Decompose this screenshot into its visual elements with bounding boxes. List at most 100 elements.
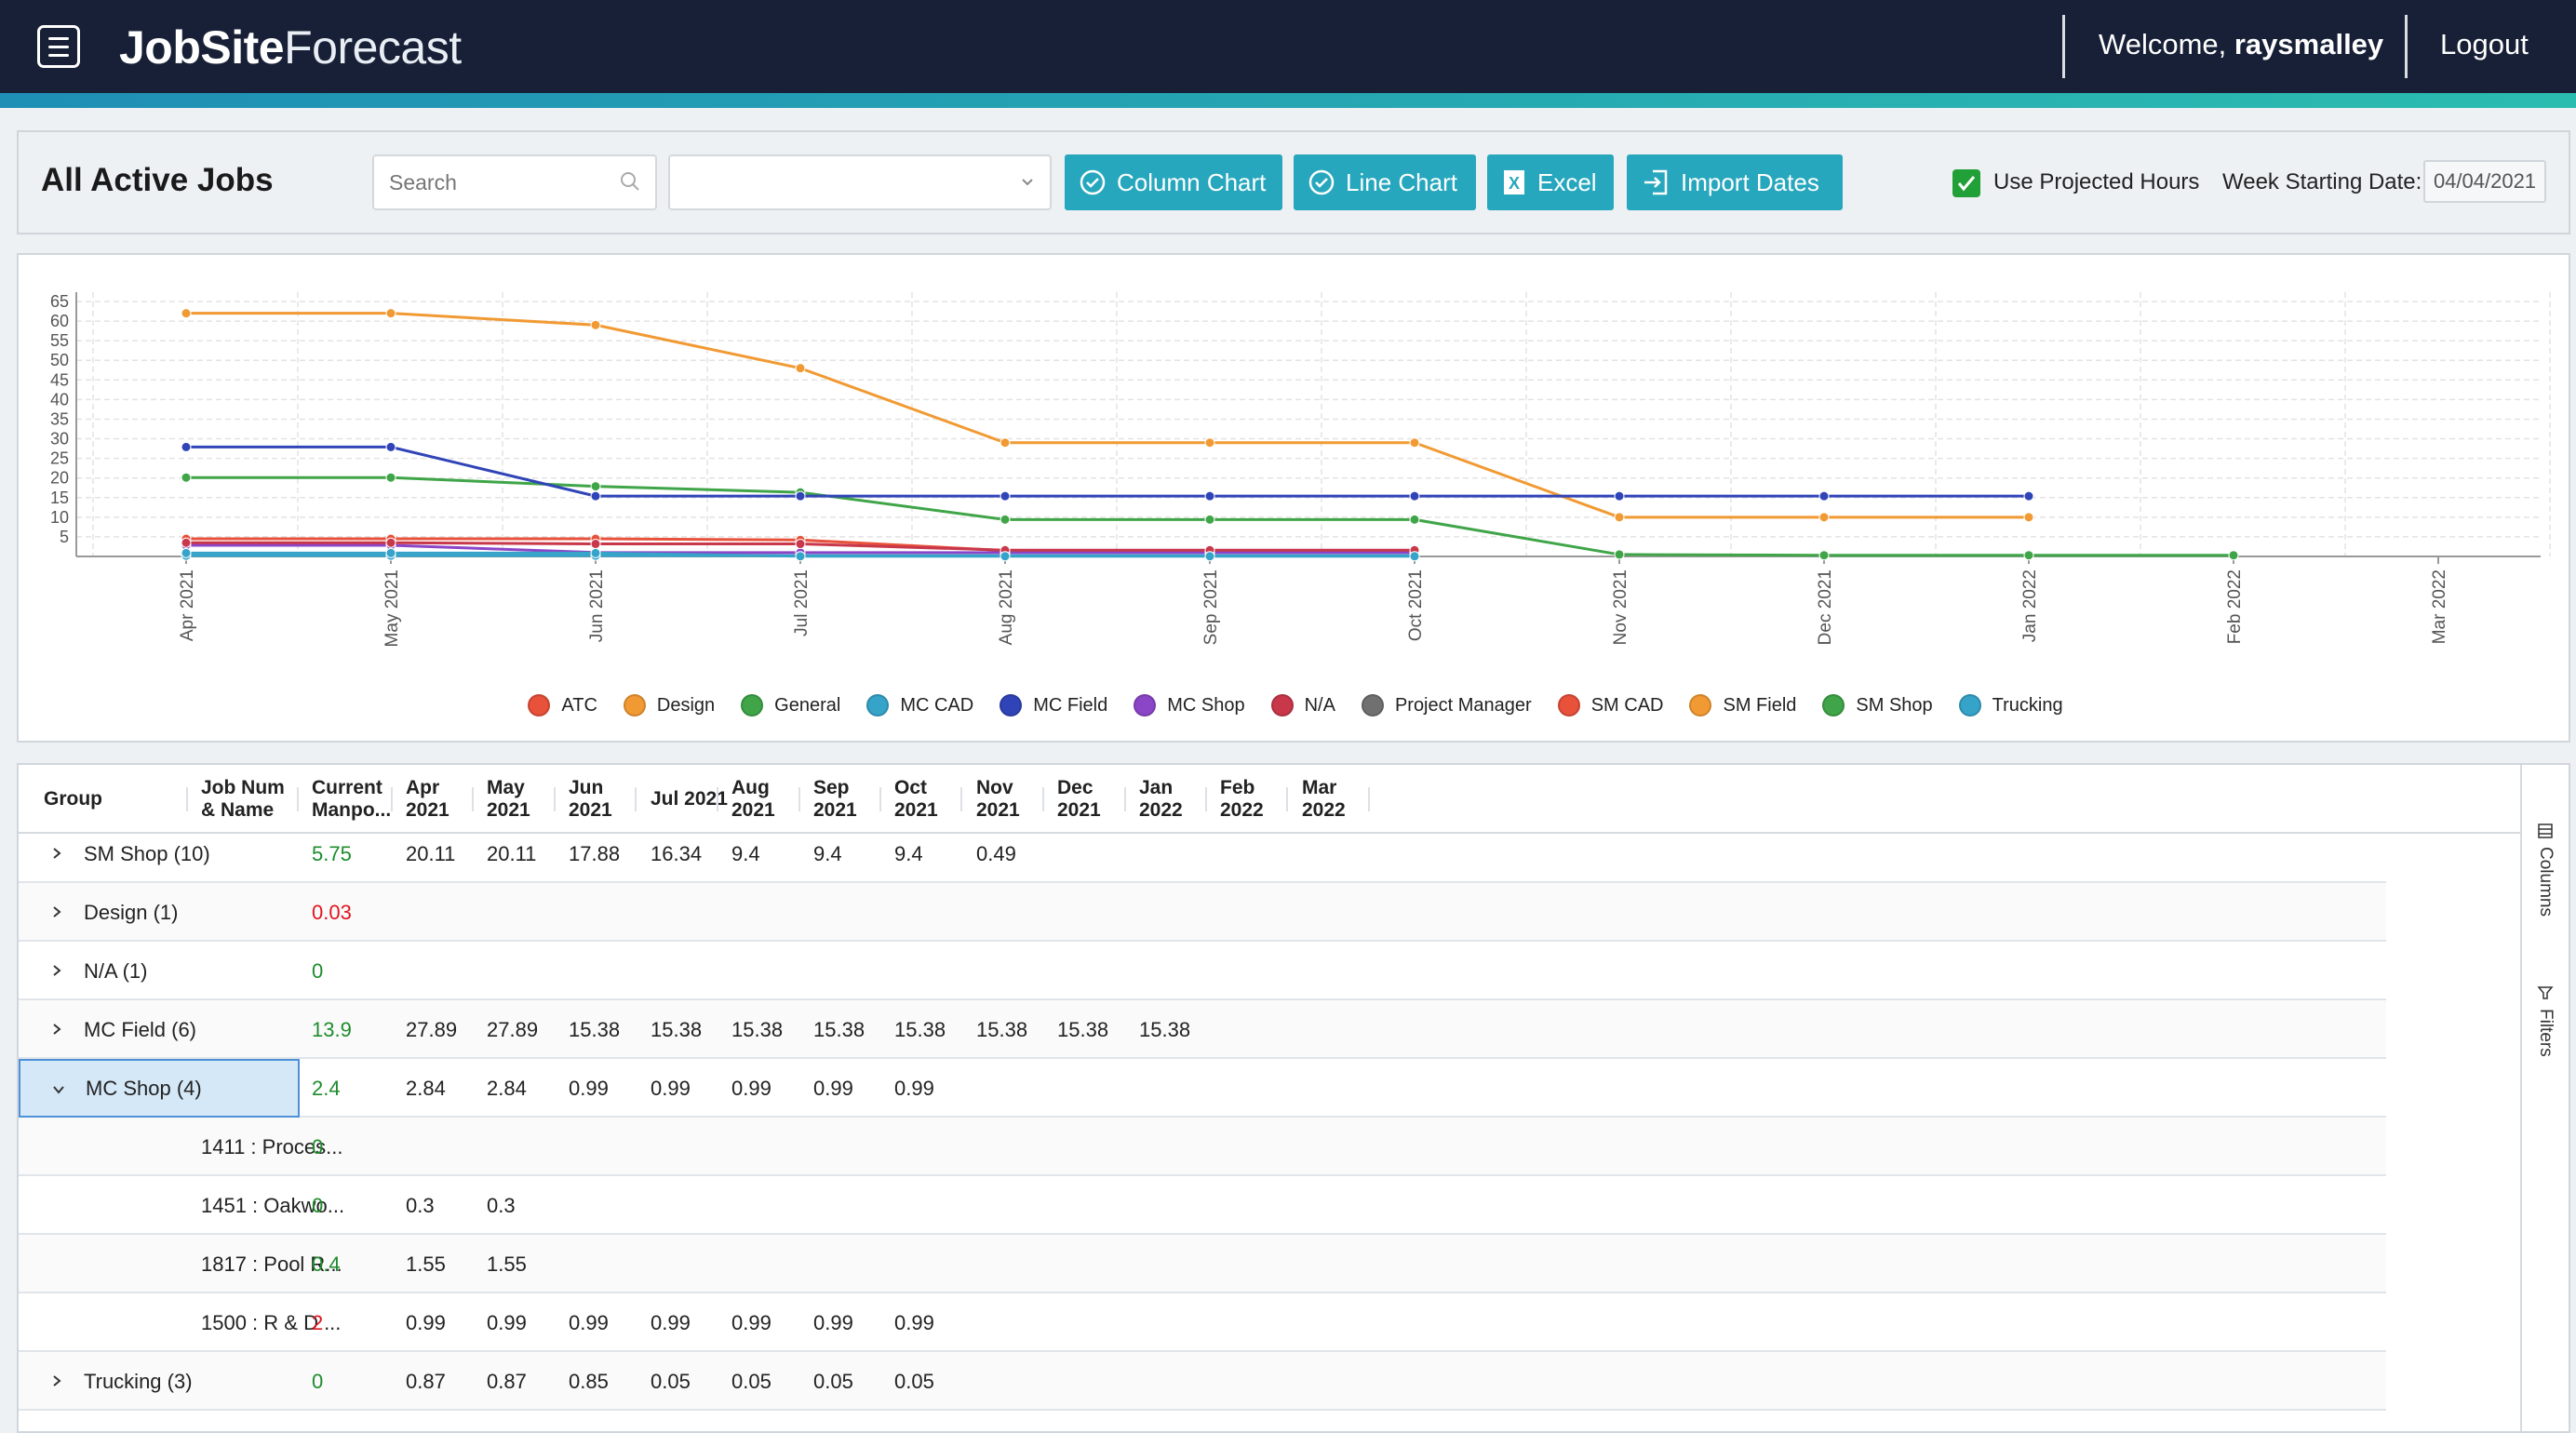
month-value-cell: 0.3 <box>406 1193 435 1217</box>
legend-item[interactable]: SM CAD <box>1557 694 1663 716</box>
chevron-down-icon <box>1022 179 1033 186</box>
column-separator[interactable] <box>1124 787 1126 811</box>
column-separator[interactable] <box>960 787 962 811</box>
legend-item[interactable]: N/A <box>1270 694 1335 716</box>
month-value-cell: 15.38 <box>1057 1017 1109 1041</box>
column-separator[interactable] <box>1205 787 1207 811</box>
search-input[interactable] <box>372 154 657 210</box>
month-value-cell: 17.88 <box>569 841 621 865</box>
group-cell[interactable]: SM Shop (10) <box>19 824 300 883</box>
legend-item[interactable]: Trucking <box>1958 694 2063 716</box>
search-icon <box>621 172 639 191</box>
group-cell[interactable]: N/A (1) <box>19 942 300 1000</box>
column-separator[interactable] <box>635 787 637 811</box>
job-row[interactable]: 1500 : R & D ... 2 0.99 0.99 0.99 0.99 0.99 0.9… <box>19 1293 2386 1352</box>
job-filter-select[interactable] <box>668 154 1052 210</box>
chevron-right-icon[interactable] <box>50 905 63 918</box>
legend-item[interactable]: Project Manager <box>1361 694 1532 716</box>
use-projected-hours-checkbox[interactable] <box>1952 169 1980 197</box>
legend-item[interactable]: SM Field <box>1689 694 1796 716</box>
column-separator[interactable] <box>186 787 188 811</box>
chevron-right-icon[interactable] <box>50 964 63 977</box>
legend-item[interactable]: General <box>741 694 840 716</box>
column-header[interactable]: Group <box>44 788 102 810</box>
column-separator[interactable] <box>554 787 556 811</box>
column-header[interactable]: Dec 2021 <box>1057 777 1101 821</box>
import-dates-button[interactable]: Import Dates <box>1627 154 1843 210</box>
month-value-cell: 20.11 <box>406 841 456 865</box>
week-starting-date-input[interactable]: 04/04/2021 <box>2423 160 2546 203</box>
legend-item[interactable]: MC CAD <box>866 694 973 716</box>
month-value-cell: 15.38 <box>731 1017 784 1041</box>
legend-item[interactable]: ATC <box>528 694 597 716</box>
column-header[interactable]: Mar 2022 <box>1302 777 1346 821</box>
month-value-cell: 15.38 <box>813 1017 865 1041</box>
chevron-right-icon[interactable] <box>50 847 63 860</box>
group-cell[interactable]: MC Shop (4) <box>19 1059 300 1118</box>
column-header[interactable]: Feb 2022 <box>1220 777 1264 821</box>
column-header[interactable]: Current Manpo... <box>312 777 392 821</box>
column-header[interactable]: Job Num & Name <box>201 777 285 821</box>
chevron-right-icon[interactable] <box>50 1023 63 1036</box>
group-row[interactable]: SM Shop (10) 5.75 20.11 20.11 17.88 16.34 9.4 9… <box>19 824 2386 883</box>
group-cell[interactable]: MC Field (6) <box>19 1000 300 1059</box>
column-separator[interactable] <box>879 787 881 811</box>
divider <box>2062 15 2065 78</box>
x-tick-label: Jan 2022 <box>2020 569 2040 642</box>
column-separator[interactable] <box>1286 787 1288 811</box>
x-tick-label: May 2021 <box>382 569 402 647</box>
current-manpower-cell: 0.03 <box>312 900 352 924</box>
column-separator[interactable] <box>1368 787 1370 811</box>
welcome-text: Welcome, raysmalley <box>2099 28 2384 60</box>
job-row[interactable]: 1411 : Proces... 0 <box>19 1118 2386 1176</box>
job-row[interactable]: 1817 : Pool R... 0.4 1.55 1.55 <box>19 1235 2386 1293</box>
month-value-cell: 15.38 <box>976 1017 1028 1041</box>
legend-swatch <box>528 694 551 716</box>
legend-item[interactable]: SM Shop <box>1822 694 1933 716</box>
column-separator[interactable] <box>1042 787 1044 811</box>
column-separator[interactable] <box>717 787 718 811</box>
column-header[interactable]: Jan 2022 <box>1139 777 1183 821</box>
month-value-cell: 0.87 <box>406 1369 446 1393</box>
column-header[interactable]: Oct 2021 <box>894 777 938 821</box>
menu-icon[interactable] <box>37 25 80 68</box>
current-manpower-cell: 0 <box>312 1193 324 1217</box>
y-tick-label: 55 <box>50 331 69 350</box>
columns-tab[interactable]: Columns <box>2535 823 2556 917</box>
group-cell[interactable]: Trucking (3) <box>19 1352 300 1411</box>
column-separator[interactable] <box>297 787 299 811</box>
logout-link[interactable]: Logout <box>2440 28 2529 60</box>
column-header[interactable]: Jun 2021 <box>569 777 612 821</box>
data-point <box>2023 490 2034 502</box>
group-row[interactable]: MC Shop (4) 2.4 2.84 2.84 0.99 0.99 0.99 0.99 0.… <box>19 1059 2386 1118</box>
filters-tab[interactable]: Filters <box>2535 984 2556 1057</box>
column-separator[interactable] <box>472 787 474 811</box>
column-chart-button[interactable]: Column Chart <box>1065 154 1282 210</box>
job-row[interactable]: 1451 : Oakwo... 0 0.3 0.3 <box>19 1176 2386 1235</box>
column-header[interactable]: May 2021 <box>487 777 530 821</box>
column-separator[interactable] <box>798 787 800 811</box>
column-header[interactable]: Jul 2021 <box>651 788 728 810</box>
grid-header: Group Job Num & Name Current Manpo... Apr 2… <box>19 765 2524 834</box>
group-cell[interactable]: Design (1) <box>19 883 300 942</box>
column-header[interactable]: Sep 2021 <box>813 777 857 821</box>
data-point <box>590 539 601 550</box>
excel-button[interactable]: X Excel <box>1487 154 1614 210</box>
chevron-right-icon[interactable] <box>50 1374 63 1387</box>
legend-item[interactable]: Design <box>623 694 715 716</box>
filter-icon <box>2537 986 2554 999</box>
legend-item[interactable]: MC Shop <box>1134 694 1245 716</box>
chevron-down-icon[interactable] <box>52 1083 65 1096</box>
data-point <box>1409 551 1420 562</box>
group-row[interactable]: N/A (1) 0 <box>19 942 2386 1000</box>
column-separator[interactable] <box>391 787 393 811</box>
group-row[interactable]: Design (1) 0.03 <box>19 883 2386 942</box>
column-header[interactable]: Aug 2021 <box>731 777 775 821</box>
legend-item[interactable]: MC Field <box>1000 694 1107 716</box>
column-header[interactable]: Apr 2021 <box>406 777 449 821</box>
column-header[interactable]: Nov 2021 <box>976 777 1020 821</box>
group-row[interactable]: MC Field (6) 13.9 27.89 27.89 15.38 15.38 15.3… <box>19 1000 2386 1059</box>
data-point <box>181 537 192 548</box>
group-row[interactable]: Trucking (3) 0 0.87 0.87 0.85 0.05 0.05 0.05 0.0… <box>19 1352 2386 1411</box>
line-chart-button[interactable]: Line Chart <box>1294 154 1476 210</box>
